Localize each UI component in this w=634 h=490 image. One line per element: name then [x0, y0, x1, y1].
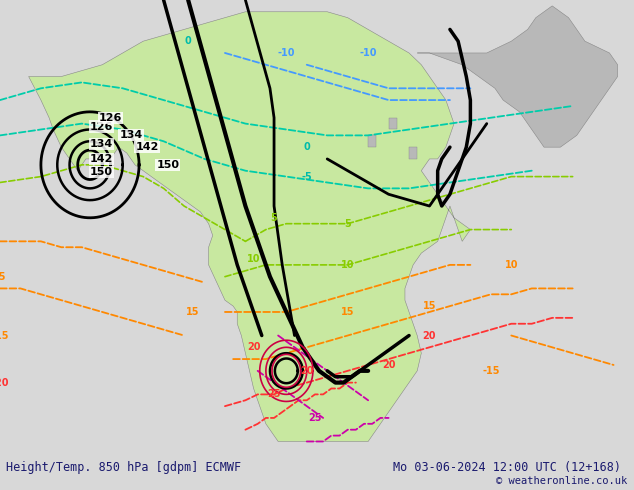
Polygon shape — [417, 6, 618, 147]
Text: 15: 15 — [341, 307, 354, 317]
Text: 126: 126 — [99, 113, 122, 122]
Text: -10: -10 — [359, 48, 377, 58]
Text: 134: 134 — [90, 139, 113, 149]
Text: 20: 20 — [423, 331, 436, 341]
Text: 150: 150 — [156, 160, 179, 170]
Text: 20: 20 — [382, 360, 396, 370]
Polygon shape — [29, 12, 470, 441]
Text: -10: -10 — [278, 48, 295, 58]
Text: 5: 5 — [344, 219, 351, 229]
Text: © weatheronline.co.uk: © weatheronline.co.uk — [496, 476, 628, 486]
Text: 20: 20 — [247, 343, 261, 352]
Text: 134: 134 — [119, 130, 143, 141]
Text: 15: 15 — [423, 301, 436, 311]
Text: 15: 15 — [0, 271, 7, 282]
Text: 20: 20 — [300, 366, 314, 376]
Text: 150: 150 — [90, 167, 113, 177]
Text: 10: 10 — [505, 260, 518, 270]
Polygon shape — [368, 135, 377, 147]
Text: 142: 142 — [90, 154, 113, 164]
Text: 0: 0 — [304, 142, 310, 152]
Text: -15: -15 — [0, 331, 9, 341]
Text: Mo 03-06-2024 12:00 UTC (12+168): Mo 03-06-2024 12:00 UTC (12+168) — [393, 462, 621, 474]
Text: 10: 10 — [341, 260, 354, 270]
Text: -5: -5 — [301, 172, 312, 182]
Text: 25: 25 — [308, 413, 321, 423]
Text: Height/Temp. 850 hPa [gdpm] ECMWF: Height/Temp. 850 hPa [gdpm] ECMWF — [6, 462, 242, 474]
Text: 0: 0 — [184, 36, 191, 46]
Text: 5: 5 — [271, 213, 278, 223]
Polygon shape — [389, 118, 397, 129]
Text: 25: 25 — [268, 390, 281, 399]
Text: 142: 142 — [136, 142, 159, 152]
Text: 15: 15 — [186, 307, 199, 317]
Polygon shape — [409, 147, 417, 159]
Text: 126: 126 — [90, 122, 113, 131]
Text: 10: 10 — [247, 254, 261, 264]
Text: -15: -15 — [482, 366, 500, 376]
Text: -20: -20 — [0, 378, 9, 388]
